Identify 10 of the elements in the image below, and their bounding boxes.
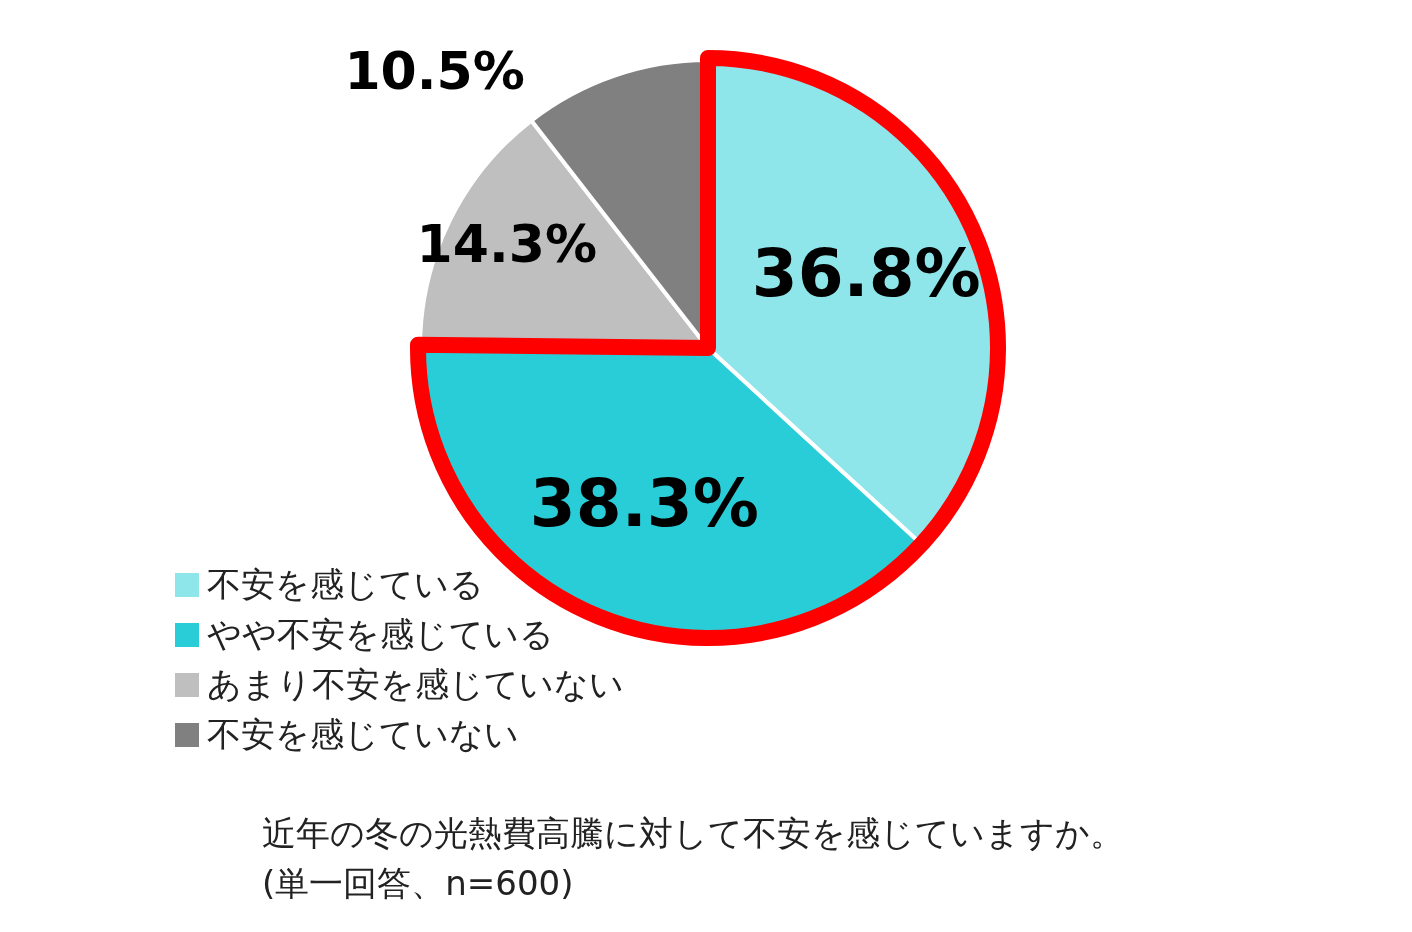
data-label: 14.3%	[416, 213, 597, 274]
legend-label: やや不安を感じている	[207, 613, 554, 656]
data-label: 38.3%	[529, 464, 759, 542]
data-label: 10.5%	[344, 41, 525, 102]
legend-label: 不安を感じていない	[207, 713, 519, 756]
legend-label: 不安を感じている	[207, 563, 484, 606]
legend-label: あまり不安を感じていない	[207, 663, 624, 706]
text: (単一回答、n=600)	[262, 862, 575, 905]
data-label: 36.8%	[751, 234, 981, 312]
text: 近年の冬の光熱費高騰に対して不安を感じていますか。	[262, 812, 1124, 855]
